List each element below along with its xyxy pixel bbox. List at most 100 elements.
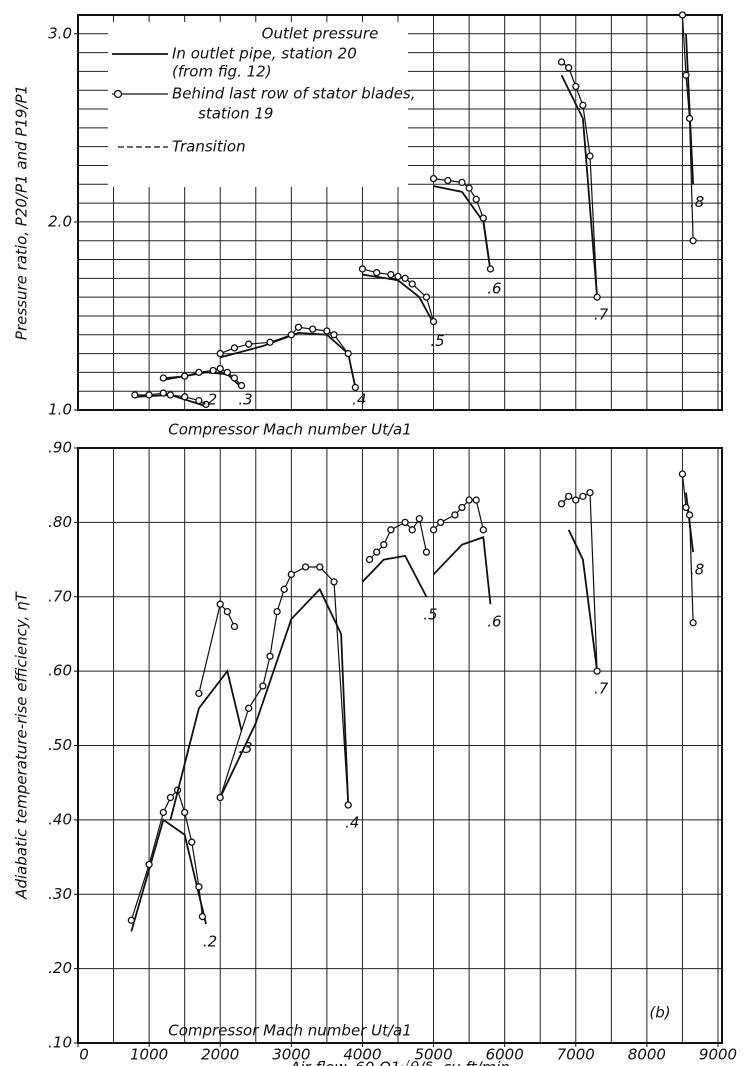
station-19-point xyxy=(216,600,224,608)
station-19-point xyxy=(572,496,580,504)
station-19-point xyxy=(593,667,601,675)
x-tick-label: 1000 xyxy=(130,1046,168,1064)
station-19-point xyxy=(458,178,466,187)
station-19-point xyxy=(444,176,452,185)
station-19-point xyxy=(579,101,587,109)
station-19-point xyxy=(330,578,338,586)
station-19-point xyxy=(557,58,566,66)
station-19-point xyxy=(685,511,694,519)
legend-text: Behind last row of stator blades, xyxy=(172,85,416,103)
station-19-point xyxy=(209,366,217,375)
station-19-point xyxy=(486,265,495,273)
station-19-point xyxy=(358,265,367,273)
station-19-point xyxy=(344,349,352,358)
station-19-point xyxy=(408,280,416,288)
station-19-point xyxy=(365,555,374,564)
station-19-point xyxy=(682,503,690,512)
station-19-point xyxy=(287,331,295,339)
station-19-point xyxy=(316,563,324,571)
mach-label: .5 xyxy=(430,332,444,350)
y-tick-label: .80 xyxy=(48,513,72,531)
station-19-point xyxy=(408,526,416,534)
station-19-line xyxy=(681,473,694,623)
annotation: Compressor Mach number Ut/a1 xyxy=(168,421,412,439)
station-19-point xyxy=(145,860,153,869)
legend-text: station 19 xyxy=(198,105,273,123)
station-19-point xyxy=(682,71,690,79)
station-19-point xyxy=(245,340,253,348)
legend-text: Transition xyxy=(172,138,246,156)
x-tick-label: 5000 xyxy=(414,1046,452,1064)
station-19-point xyxy=(593,293,601,301)
station-19-point xyxy=(572,82,580,91)
x-tick-label: 6000 xyxy=(486,1046,524,1064)
station-19-point xyxy=(401,518,409,527)
station-19-point xyxy=(429,317,438,326)
station-19-point xyxy=(373,548,381,556)
station-19-point xyxy=(301,563,310,571)
y-tick-label: .40 xyxy=(48,810,72,828)
station-19-point xyxy=(309,325,317,333)
station-19-point xyxy=(223,368,231,377)
station-20-line xyxy=(567,529,599,672)
station-19-point xyxy=(565,492,573,500)
x-tick-label: 2000 xyxy=(201,1046,239,1064)
y-tick-label: .10 xyxy=(48,1034,72,1052)
mach-label: .2 xyxy=(203,933,217,951)
y-tick-label: .60 xyxy=(48,662,72,680)
legend-title: Outlet pressure xyxy=(262,25,379,43)
station-19-point xyxy=(159,374,167,382)
station-19-line xyxy=(561,61,598,298)
legend-box xyxy=(108,22,408,187)
annotation: Compressor Mach number Ut/a1 xyxy=(168,1022,412,1040)
y-axis-label: Pressure ratio, P20/P1 and P19/P1 xyxy=(13,85,31,340)
legend-text: (from fig. 12) xyxy=(172,63,272,81)
station-19-point xyxy=(237,381,246,390)
station-20-line xyxy=(433,185,492,271)
station-20-line xyxy=(219,331,357,388)
x-tick-label: 4000 xyxy=(343,1046,381,1064)
station-19-point xyxy=(323,327,331,335)
station-19-point xyxy=(202,400,210,409)
station-19-point xyxy=(245,704,253,712)
station-20-line xyxy=(361,554,428,598)
station-19-line xyxy=(198,602,235,694)
station-19-point xyxy=(230,374,239,382)
station-19-point xyxy=(127,916,135,924)
station-19-point xyxy=(685,114,694,123)
station-19-point xyxy=(287,570,295,579)
station-19-point xyxy=(465,184,473,192)
station-19-point xyxy=(223,607,231,616)
station-20-line xyxy=(219,587,350,806)
station-19-line xyxy=(130,788,204,921)
station-19-point xyxy=(479,526,487,534)
station-19-point xyxy=(422,293,431,301)
station-19-point xyxy=(216,364,224,373)
station-20-line xyxy=(432,536,492,605)
station-19-point xyxy=(198,912,207,921)
station-19-point xyxy=(131,391,139,399)
mach-label: .8 xyxy=(690,193,704,211)
station-19-line xyxy=(681,14,694,241)
station-19-point xyxy=(387,526,395,534)
x-tick-label: 7000 xyxy=(557,1046,595,1064)
station-19-point xyxy=(181,372,189,380)
station-19-point xyxy=(230,344,239,352)
station-19-point xyxy=(195,396,203,405)
station-19-point xyxy=(195,689,203,698)
y-tick-label: 1.0 xyxy=(48,401,72,419)
station-20-line xyxy=(362,273,435,324)
station-19-point xyxy=(216,349,224,358)
station-19-point xyxy=(678,11,687,19)
station-19-point xyxy=(166,793,175,802)
y-tick-label: 2.0 xyxy=(48,212,72,230)
station-19-point xyxy=(181,393,189,401)
station-19-point xyxy=(394,272,402,281)
station-19-point xyxy=(387,270,395,279)
station-19-point xyxy=(195,883,203,891)
station-19-point xyxy=(188,838,196,846)
x-tick-label: 9000 xyxy=(699,1046,737,1064)
station-19-point xyxy=(145,391,153,399)
station-19-point xyxy=(216,793,224,802)
